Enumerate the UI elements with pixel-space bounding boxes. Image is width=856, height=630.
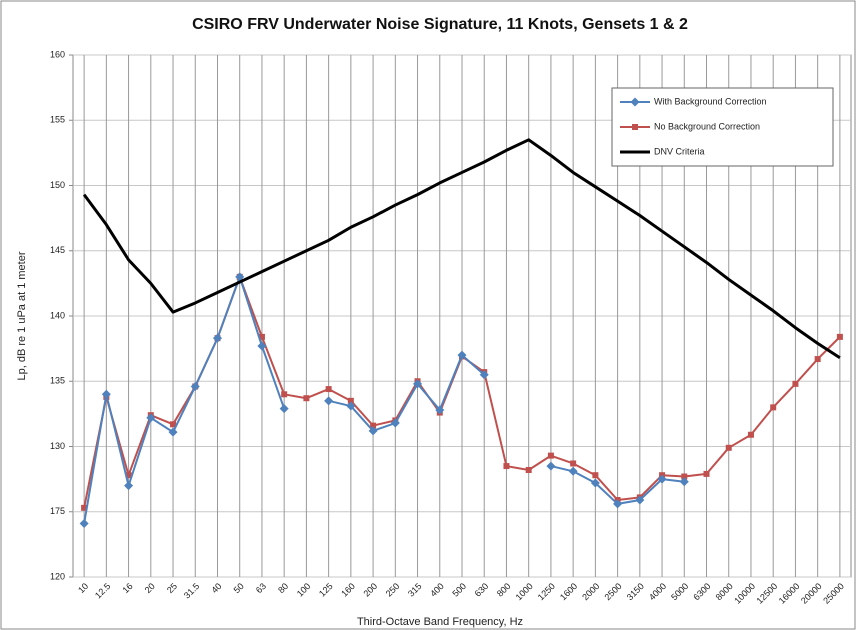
- y-tick-label: 175: [50, 506, 65, 516]
- marker: [590, 478, 600, 488]
- marker: [257, 341, 267, 351]
- marker: [124, 481, 134, 491]
- chart-title: CSIRO FRV Underwater Noise Signature, 11…: [192, 16, 688, 33]
- marker: [281, 391, 288, 398]
- marker: [258, 333, 265, 340]
- legend-label: No Background Correction: [654, 121, 760, 131]
- marker: [525, 466, 532, 473]
- y-tick-label: 120: [50, 571, 65, 581]
- marker: [347, 397, 354, 404]
- marker: [146, 413, 156, 423]
- series-line: [82, 138, 841, 360]
- marker: [503, 463, 510, 470]
- marker: [770, 404, 777, 411]
- y-tick-label: 160: [50, 49, 65, 59]
- marker: [346, 401, 356, 411]
- marker: [81, 504, 88, 511]
- marker: [101, 389, 111, 399]
- marker: [170, 421, 177, 428]
- legend-marker: [630, 97, 640, 107]
- marker: [413, 379, 423, 389]
- marker: [190, 381, 200, 391]
- marker: [435, 405, 445, 415]
- marker: [546, 461, 556, 471]
- marker: [613, 499, 623, 509]
- y-tick-label: 150: [50, 180, 65, 190]
- marker: [479, 370, 489, 380]
- marker: [125, 472, 132, 479]
- marker: [168, 427, 178, 437]
- marker: [836, 333, 843, 340]
- marker: [547, 452, 554, 459]
- marker: [235, 272, 245, 282]
- marker: [325, 386, 332, 393]
- y-tick-label: 155: [50, 115, 65, 125]
- marker: [657, 474, 667, 484]
- marker: [324, 396, 334, 406]
- marker: [79, 518, 89, 528]
- legend-label: DNV Criteria: [654, 146, 705, 156]
- y-tick-label: 135: [50, 376, 65, 386]
- marker: [814, 356, 821, 363]
- x-axis-label: Third-Octave Band Frequency, Hz: [357, 616, 523, 628]
- marker: [635, 495, 645, 505]
- marker: [570, 460, 577, 467]
- marker: [368, 426, 378, 436]
- legend-marker: [632, 124, 638, 130]
- y-tick-label: 140: [50, 310, 65, 320]
- marker: [390, 418, 400, 428]
- marker: [370, 422, 377, 429]
- marker: [725, 444, 732, 451]
- marker: [592, 472, 599, 479]
- marker: [681, 473, 688, 480]
- y-tick-label: 145: [50, 245, 65, 255]
- marker: [279, 404, 289, 414]
- marker: [679, 477, 689, 487]
- marker: [303, 395, 310, 402]
- marker: [747, 431, 754, 438]
- marker: [212, 333, 222, 343]
- marker: [457, 350, 467, 360]
- y-tick-label: 130: [50, 441, 65, 451]
- marker: [792, 380, 799, 387]
- marker: [568, 466, 578, 476]
- y-axis-label: Lp, dB re 1 uPa at 1 meter: [16, 251, 28, 380]
- legend-label: With Background Correction: [654, 96, 767, 106]
- marker: [703, 470, 710, 477]
